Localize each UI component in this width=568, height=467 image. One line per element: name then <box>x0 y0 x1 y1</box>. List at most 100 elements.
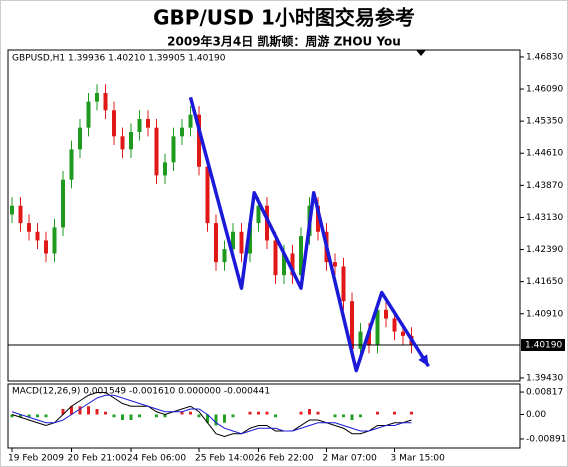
macd-bar <box>376 411 379 415</box>
candle-body <box>27 223 31 232</box>
candle-body <box>44 240 48 254</box>
candle-body <box>273 240 278 276</box>
x-tick-label: 24 Feb 06:00 <box>127 454 186 464</box>
y-tick-label: 1.40910 <box>526 309 563 319</box>
candle-body <box>367 331 371 345</box>
zigzag-line <box>188 96 430 373</box>
macd-bar <box>189 411 192 415</box>
macd-y-tick-label: -0.00891 <box>526 434 566 444</box>
macd-bar <box>350 414 354 420</box>
candle-body <box>78 127 82 150</box>
shift-marker <box>416 50 426 56</box>
macd-bar <box>138 414 141 418</box>
macd-bar <box>257 411 260 415</box>
candle-body <box>10 205 14 215</box>
candle-body <box>256 205 261 224</box>
y-tick-label: 1.44610 <box>526 149 563 159</box>
candle-body <box>188 114 193 128</box>
candle-body <box>358 331 363 349</box>
macd-label: MACD(12,26,9) 0.001549 -0.001610 0.00000… <box>12 387 270 397</box>
macd-bar <box>265 411 269 415</box>
macd-bar <box>19 414 22 418</box>
macd-bar <box>180 411 184 415</box>
y-tick-label: 1.43870 <box>526 181 563 191</box>
candle-body <box>35 231 40 241</box>
macd-bar <box>112 414 116 418</box>
y-tick-label: 1.45350 <box>526 117 563 127</box>
y-tick-label: 1.39430 <box>526 373 563 383</box>
macd-bar <box>36 414 39 418</box>
header-label: GBPUSD,H1 1.39936 1.40210 1.39905 1.4019… <box>12 54 226 64</box>
price-label-box <box>521 338 565 351</box>
x-tick-label: 19 Feb 2009 <box>8 454 64 464</box>
candle-body <box>231 231 235 250</box>
y-tick-label: 1.43130 <box>526 213 563 223</box>
macd-bar <box>393 411 396 415</box>
candle-body <box>103 92 108 111</box>
macd-y-tick-label: 0.00 <box>526 410 546 420</box>
candle-body <box>52 227 57 254</box>
macd-bar <box>316 411 320 415</box>
macd-bar <box>87 406 90 415</box>
candle-body <box>129 131 133 150</box>
main-panel <box>7 49 521 382</box>
macd-bar <box>163 414 167 418</box>
y-tick-label: 1.42390 <box>526 245 563 255</box>
macd-bar <box>95 408 99 415</box>
macd-bar <box>342 414 345 418</box>
macd-bar <box>299 411 303 415</box>
macd-bar <box>129 414 133 420</box>
macd-bar <box>155 414 158 418</box>
y-tick-label: 1.41650 <box>526 277 563 287</box>
x-tick-label: 25 Feb 14:00 <box>195 454 254 464</box>
x-tick-label: 26 Feb 22:00 <box>255 454 314 464</box>
candle-body <box>112 110 116 137</box>
candle-body <box>205 166 210 224</box>
macd-bar <box>104 411 107 415</box>
candle-body <box>197 114 201 167</box>
x-tick-label: 20 Feb 21:00 <box>68 454 127 464</box>
candle-body <box>120 136 125 150</box>
candle-body <box>299 236 303 276</box>
macd-bar <box>274 414 277 418</box>
candle-body <box>154 127 159 176</box>
candle-body <box>384 309 388 319</box>
candle-body <box>333 262 337 267</box>
y-tick-label: 1.46830 <box>526 52 563 62</box>
macd-bar <box>248 411 252 415</box>
macd-bar <box>78 406 82 415</box>
candle-body <box>282 253 286 276</box>
macd-bar <box>231 414 235 418</box>
candle-body <box>180 127 184 137</box>
candle-body <box>86 101 91 128</box>
macd-bar <box>223 414 226 423</box>
candle-body <box>290 253 295 276</box>
macd-bar <box>70 406 73 415</box>
candle-body <box>375 309 380 345</box>
candle-body <box>392 318 397 332</box>
macd-bar <box>206 414 209 423</box>
candle-body <box>222 249 227 263</box>
candle-body <box>350 301 354 349</box>
zigzag-arrowhead <box>418 354 429 367</box>
x-tick-label: 3 Mar 15:00 <box>391 454 446 464</box>
candle-body <box>146 118 150 128</box>
candle-body <box>239 231 244 254</box>
macd-signal-line <box>11 394 412 435</box>
candle-body <box>95 92 99 102</box>
price-label: 1.40190 <box>525 340 562 350</box>
macd-bar <box>61 408 65 415</box>
chart-subtitle: 2009年3月4日 凯斯顿：周游 ZHOU You <box>167 34 401 49</box>
candle-body <box>61 179 65 228</box>
macd-bar <box>27 414 31 418</box>
candle-body <box>214 223 218 263</box>
macd-bar <box>214 414 218 426</box>
macd-bar <box>10 414 14 418</box>
macd-bar <box>359 414 362 418</box>
candle-body <box>248 223 252 254</box>
candle-body <box>401 331 405 336</box>
candle-body <box>316 205 320 232</box>
macd-bar <box>44 414 48 418</box>
